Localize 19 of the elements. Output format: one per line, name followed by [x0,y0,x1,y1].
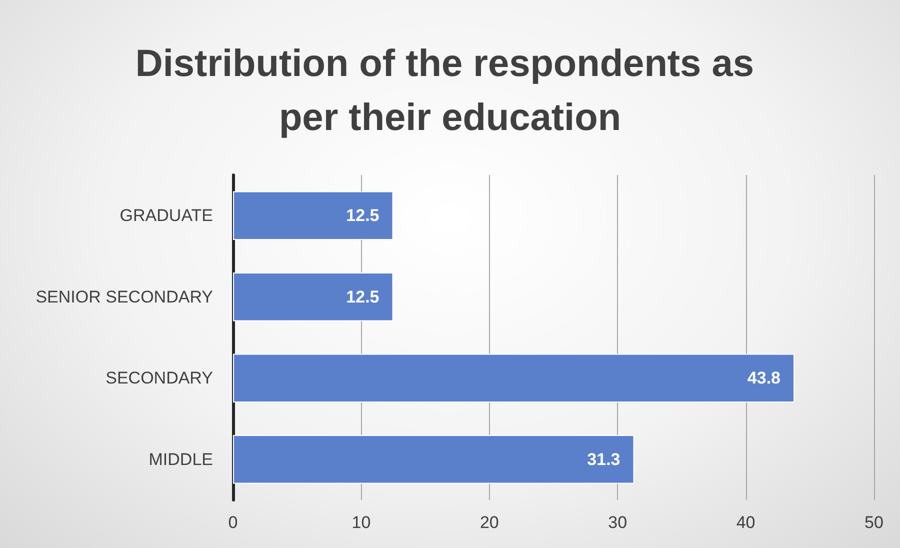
bar [233,354,795,402]
data-label: 12.5 [346,287,380,306]
bar [233,272,394,322]
chart-title: Distribution of the respondents as per their education [135,43,765,139]
y-tick-label: SECONDARY [106,368,213,388]
x-tick-label: 50 [864,513,884,532]
bar [233,435,634,484]
data-label: 43.8 [747,368,781,388]
data-label: 12.5 [346,206,380,226]
x-tick-label: 20 [480,513,499,532]
y-tick-label: GRADUATE [120,206,213,226]
x-tick-label: 10 [352,513,371,532]
x-tick-label: 0 [228,513,238,532]
y-tick-label: MIDDLE [148,450,213,469]
data-label: 31.3 [587,450,620,469]
x-tick-label: 40 [736,513,756,532]
y-tick-label: SENIOR SECONDARY [36,287,213,306]
x-tick-label: 30 [608,513,628,532]
bar [233,191,394,240]
